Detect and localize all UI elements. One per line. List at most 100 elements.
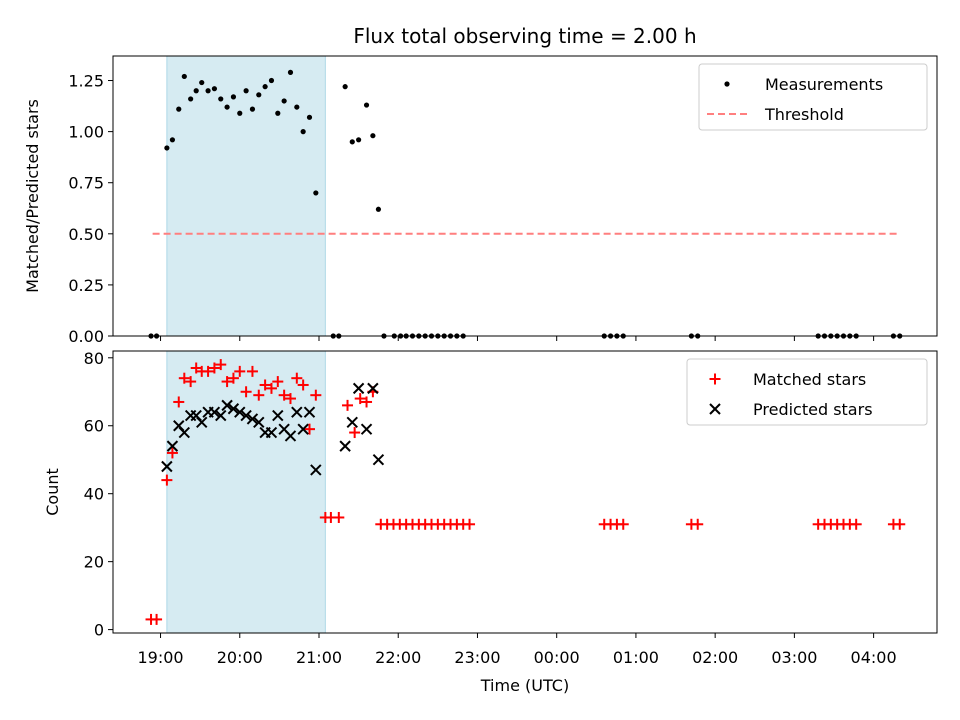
predicted-star-point: [265, 426, 278, 439]
matched-star-point: [202, 365, 214, 377]
legend-label: Threshold: [764, 105, 844, 124]
measurement-point: [176, 106, 182, 112]
measurement-point: [199, 79, 205, 86]
x-tick-label: 23:00: [454, 648, 500, 667]
measurement-point: [181, 73, 187, 80]
predicted-star-x-b: [215, 409, 227, 422]
observing-span-counts: [166, 350, 326, 634]
counts-y-tick-label: 40: [84, 485, 104, 504]
predicted-star-point: [221, 399, 233, 412]
predicted-star-point: [227, 403, 240, 415]
chart-title: Flux total observing time = 2.00 h: [353, 24, 696, 48]
predicted-star-point: [272, 409, 284, 422]
predicted-star-x-b: [265, 426, 278, 439]
predicted-star-x-b: [190, 409, 202, 422]
measurement-point: [224, 104, 230, 110]
predicted-star-point: [246, 413, 259, 425]
counts-panel: 0 20 40 60 80 Count Matched stars Predicted s…: [43, 349, 938, 640]
legend-label: Measurements: [765, 75, 883, 94]
predicted-star-x-b: [360, 423, 373, 435]
ratio-y-tick-label: 0.25: [68, 276, 104, 295]
legend-predicted-marker-b: [709, 403, 721, 415]
counts-legend-box: [686, 358, 928, 426]
measurement-point: [356, 137, 362, 143]
predicted-star-x-b: [278, 423, 290, 435]
matched-star-point: [310, 389, 322, 401]
observing-span-ratio: [166, 55, 326, 337]
measurement-point: [205, 88, 211, 94]
measurement-point: [211, 86, 218, 92]
matched-star-point: [850, 518, 862, 530]
predicted-star-point: [178, 426, 191, 439]
predicted-star-x-b: [346, 416, 358, 429]
x-tick-label: 01:00: [613, 648, 659, 667]
ratio-y-tick-label: 0.75: [68, 174, 104, 193]
measurement-point: [249, 106, 256, 112]
matched-star-point: [284, 393, 296, 405]
predicted-star-x-b: [284, 430, 297, 442]
matched-star-point: [617, 518, 629, 530]
matched-star-point: [151, 613, 163, 625]
predicted-star-x-b: [196, 416, 208, 429]
ratio-legend-box: [698, 63, 928, 131]
counts-panel-frame: [112, 350, 938, 634]
predicted-star-point: [297, 423, 309, 435]
matched-star-point: [894, 518, 906, 530]
ratio-panel: 0.00 0.25 0.50 0.75 1.00 1.25 Matched/Predict…: [23, 55, 938, 346]
predicted-star-x-b: [221, 399, 233, 412]
predicted-star-point: [367, 382, 379, 395]
measurement-point: [237, 110, 243, 116]
matched-star-point: [227, 372, 239, 384]
matched-star-point: [259, 379, 271, 391]
matched-star-point: [303, 423, 315, 435]
matched-star-point: [272, 376, 284, 388]
ratio-y-tick-label: 1.25: [68, 72, 104, 91]
matched-star-point: [291, 372, 303, 384]
x-tick-label: 19:00: [137, 648, 183, 667]
count-y-axis-label: Count: [43, 468, 62, 516]
matched-star-point: [208, 362, 220, 374]
predicted-star-point: [352, 382, 365, 395]
predicted-star-x-b: [272, 409, 284, 422]
predicted-star-x-b: [339, 440, 351, 452]
counts-y-tick-label: 60: [84, 417, 104, 436]
counts-y-tick-label: 80: [84, 349, 104, 368]
matched-star-point: [342, 399, 354, 411]
measurement-point: [349, 139, 355, 145]
matched-star-point: [178, 372, 190, 384]
counts-y-tick-label: 0: [94, 621, 104, 640]
predicted-star-point: [284, 430, 297, 442]
matched-star-point: [221, 376, 233, 388]
matched-star-point: [349, 427, 361, 439]
matched-star-point: [354, 393, 366, 405]
predicted-star-x-b: [352, 382, 365, 395]
legend-measurements-marker: [724, 81, 730, 87]
predicted-star-x-b: [253, 416, 265, 429]
predicted-star-x-b: [367, 382, 379, 395]
x-tick-label: 03:00: [771, 648, 817, 667]
measurement-point: [169, 137, 176, 143]
ratio-y-axis-label: Matched/Predicted stars: [23, 99, 42, 293]
predicted-star-x-b: [178, 426, 191, 439]
predicted-star-x-b: [303, 406, 316, 418]
measurement-point: [313, 190, 319, 196]
matched-star-point: [361, 396, 373, 408]
predicted-star-point: [234, 406, 246, 418]
matched-star-point: [185, 376, 197, 388]
ratio-panel-frame: [112, 55, 938, 337]
measurement-point: [164, 145, 170, 151]
matched-star-point: [161, 474, 173, 486]
measurement-point: [300, 129, 306, 135]
predicted-star-x-b: [246, 413, 259, 425]
matched-star-point: [215, 359, 227, 371]
matched-star-point: [278, 389, 290, 401]
measurement-point: [306, 114, 313, 120]
predicted-star-point: [310, 464, 322, 476]
measurement-point: [375, 206, 382, 212]
predicted-star-point: [161, 460, 173, 473]
measurement-point: [188, 96, 194, 102]
predicted-star-x-b: [166, 440, 179, 452]
x-tick-label: 04:00: [851, 648, 897, 667]
predicted-star-x-b: [161, 460, 173, 473]
